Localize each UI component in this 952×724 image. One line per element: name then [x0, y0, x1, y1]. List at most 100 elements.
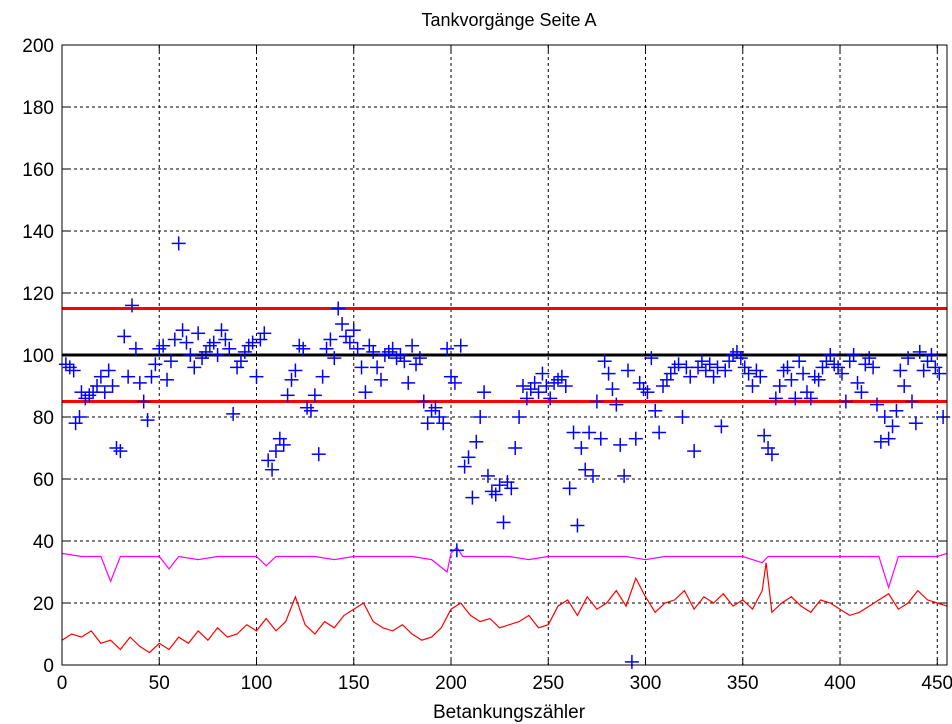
scatter-point [109, 441, 124, 455]
scatter-point [570, 518, 585, 533]
scatter-point [523, 382, 538, 397]
scatter-point [496, 515, 511, 530]
scatter-point [97, 385, 112, 400]
scatter-point [624, 654, 639, 669]
scatter-point [827, 357, 842, 372]
scatter-point [389, 351, 404, 366]
scatter-point [593, 431, 608, 446]
scatter-point [323, 332, 338, 347]
scatter-point [163, 354, 178, 369]
scatter-point [504, 481, 519, 496]
scatter-point [636, 382, 651, 397]
scatter-point [453, 338, 468, 353]
scatter-point [405, 338, 420, 353]
scatter-point [342, 335, 357, 350]
scatter-point [796, 366, 811, 381]
scatter-point [457, 459, 472, 474]
scatter-point [179, 335, 194, 350]
scatter-point [656, 379, 671, 393]
scatter-point [640, 385, 655, 400]
scatter-point [214, 323, 229, 338]
scatter-point [121, 369, 136, 384]
scatter-point [928, 360, 943, 375]
scatter-point [202, 338, 217, 353]
scatter-point [893, 363, 908, 378]
scatter-point [78, 391, 93, 406]
scatter-layer [58, 236, 951, 669]
scatter-point [488, 487, 503, 502]
scatter-point [772, 379, 787, 393]
scatter-point [346, 323, 361, 338]
scatter-point [609, 397, 624, 412]
scatter-point [381, 344, 396, 359]
scatter-point [175, 323, 190, 338]
scatter-point [733, 351, 748, 366]
scatter-point [698, 363, 713, 378]
scatter-point [58, 357, 73, 372]
scatter-point [694, 354, 709, 369]
scatter-point [792, 354, 807, 369]
scatter-point [167, 332, 182, 347]
scatter-point [373, 372, 388, 387]
scatter-point [492, 478, 507, 493]
scatter-point [93, 369, 108, 384]
scatter-point [335, 317, 350, 331]
scatter-point [562, 481, 577, 496]
scatter-point [420, 416, 435, 431]
scatter-point [702, 357, 717, 372]
scatter-point [539, 379, 554, 393]
scatter-point [86, 385, 101, 400]
scatter-point [148, 357, 163, 372]
scatter-point [257, 326, 272, 341]
scatter-point [160, 372, 175, 387]
scatter-point [671, 357, 686, 372]
scatter-point [233, 354, 248, 369]
scatter-point [648, 403, 663, 418]
scatter-point [741, 366, 756, 381]
scatter-point [784, 372, 799, 387]
scatter-point [803, 391, 818, 406]
red-series-line [61, 562, 948, 654]
scatter-point [916, 363, 931, 378]
y-tick-label: 0 [43, 656, 54, 677]
scatter-point [889, 403, 904, 418]
scatter-point [230, 360, 245, 375]
scatter-point [272, 431, 287, 446]
scatter-point [644, 351, 659, 366]
scatter-point [512, 410, 527, 424]
scatter-point [554, 369, 569, 384]
scatter-point [508, 441, 523, 455]
scatter-point [527, 375, 542, 390]
scatter-point [132, 375, 147, 390]
scatter-point [691, 360, 706, 375]
scatter-point [574, 441, 589, 455]
scatter-point [834, 366, 849, 381]
scatter-point [589, 394, 604, 409]
tick-layer: 0 50 100 150 200 250 300 350 400 450 0 20 40 60 80 100 1… [22, 36, 952, 694]
scatter-point [416, 394, 431, 409]
scatter-point [82, 388, 97, 403]
scatter-point [268, 444, 283, 459]
scatter-point [311, 447, 326, 462]
scatter-point [885, 419, 900, 434]
scatter-point [253, 332, 268, 347]
y-tick-label: 180 [22, 98, 54, 119]
scatter-point [617, 468, 632, 483]
scatter-point [597, 354, 612, 369]
scatter-point [729, 344, 744, 359]
scatter-point [531, 385, 546, 400]
scatter-point [276, 437, 291, 452]
scatter-point [663, 366, 678, 381]
scatter-point [683, 369, 698, 384]
scatter-point [128, 341, 143, 356]
scatter-point [331, 301, 346, 316]
y-tick-label: 140 [22, 222, 54, 243]
scatter-point [854, 385, 869, 400]
scatter-point [101, 363, 116, 378]
scatter-point [409, 357, 423, 372]
scatter-point [605, 382, 620, 397]
scatter-point [480, 468, 495, 483]
scatter-point [370, 360, 385, 375]
scatter-point [710, 360, 725, 375]
scatter-point [799, 385, 814, 400]
